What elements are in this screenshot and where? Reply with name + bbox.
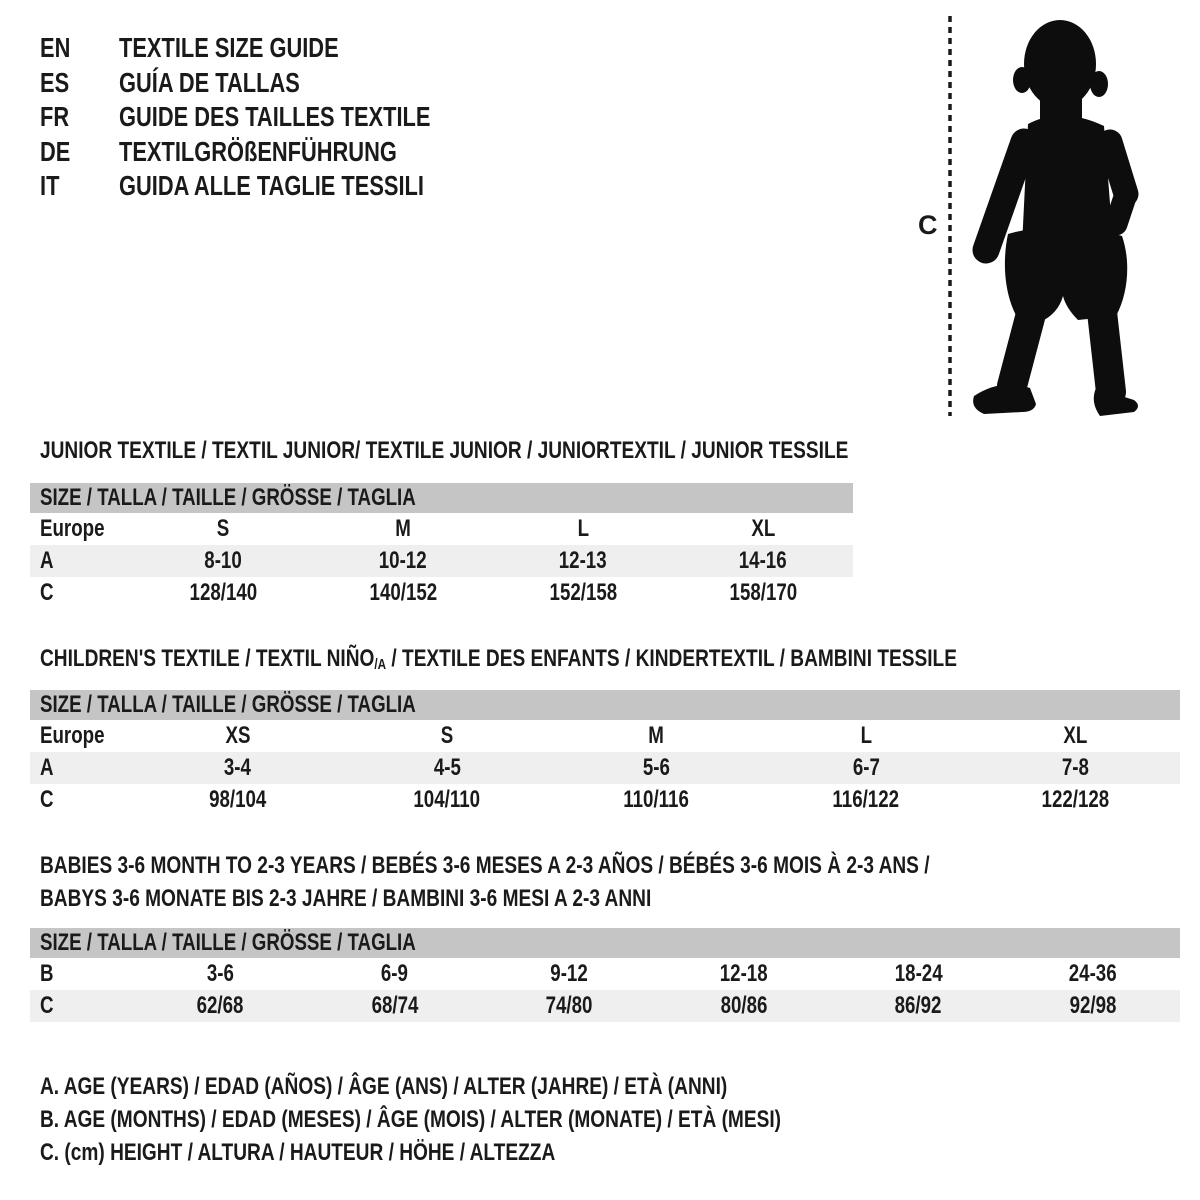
table-row-age: A 3-4 4-5 5-6 6-7 7-8 bbox=[30, 752, 1180, 784]
legend-line-b: B. AGE (MONTHS) / EDAD (MESES) / ÂGE (MO… bbox=[40, 1106, 782, 1133]
size-header-band: SIZE / TALLA / TAILLE / GRÖSSE / TAGLIA bbox=[30, 483, 853, 513]
value-cell: 122/128 bbox=[1041, 786, 1110, 813]
height-measure-label: C bbox=[918, 210, 938, 240]
value-cell: 68/74 bbox=[371, 992, 419, 1019]
value-cell: 62/68 bbox=[196, 992, 244, 1019]
value-cell: 8-10 bbox=[204, 547, 242, 574]
size-cell: M bbox=[648, 722, 665, 749]
value-cell: 92/98 bbox=[1069, 992, 1117, 1019]
value-cell: 10-12 bbox=[379, 547, 427, 574]
table-row-height: C 98/104 104/110 110/116 116/122 122/128 bbox=[30, 784, 1180, 816]
row-label: B bbox=[40, 960, 54, 987]
value-cell: 12-13 bbox=[559, 547, 607, 574]
row-label: A bbox=[40, 547, 54, 574]
row-label: C bbox=[40, 992, 54, 1019]
junior-section-title: JUNIOR TEXTILE / TEXTIL JUNIOR/ TEXTILE … bbox=[40, 437, 849, 464]
value-cell: 80/86 bbox=[720, 992, 768, 1019]
language-guide-title: GUÍA DE TALLAS bbox=[119, 66, 300, 98]
value-cell: 3-6 bbox=[206, 960, 234, 987]
table-row-europe: Europe XS S M L XL bbox=[30, 720, 1180, 752]
table-row-age: A 8-10 10-12 12-13 14-16 bbox=[30, 545, 853, 577]
baby-silhouette-icon bbox=[948, 16, 1139, 416]
children-section-title: CHILDREN'S TEXTILE / TEXTIL NIÑO/A / TEX… bbox=[40, 645, 957, 673]
value-cell: 98/104 bbox=[209, 786, 267, 813]
size-cell: S bbox=[216, 515, 230, 542]
height-measure-figure: C bbox=[912, 10, 1178, 424]
language-code: ES bbox=[40, 66, 70, 98]
row-label: C bbox=[40, 579, 54, 606]
value-cell: 104/110 bbox=[413, 786, 481, 813]
row-label: Europe bbox=[40, 722, 105, 749]
value-cell: 6-7 bbox=[852, 754, 880, 781]
row-label: Europe bbox=[40, 515, 105, 542]
size-header-band: SIZE / TALLA / TAILLE / GRÖSSE / TAGLIA bbox=[30, 690, 1180, 720]
language-row-it: IT GUIDA ALLE TAGLIE TESSILI bbox=[40, 169, 518, 204]
size-cell: XL bbox=[751, 515, 775, 542]
junior-size-table: SIZE / TALLA / TAILLE / GRÖSSE / TAGLIA … bbox=[30, 483, 853, 609]
size-cell: M bbox=[395, 515, 411, 542]
value-cell: 128/140 bbox=[189, 579, 257, 606]
value-cell: 24-36 bbox=[1068, 960, 1117, 987]
value-cell: 74/80 bbox=[545, 992, 593, 1019]
language-row-es: ES GUÍA DE TALLAS bbox=[40, 66, 518, 101]
babies-size-table: SIZE / TALLA / TAILLE / GRÖSSE / TAGLIA … bbox=[30, 928, 1180, 1022]
value-cell: 140/152 bbox=[369, 579, 437, 606]
size-cell: L bbox=[860, 722, 872, 749]
table-row-height: C 62/68 68/74 74/80 80/86 86/92 92/98 bbox=[30, 990, 1180, 1022]
language-guide-title: TEXTILGRÖßENFÜHRUNG bbox=[119, 135, 397, 167]
language-code: EN bbox=[40, 32, 71, 63]
value-cell: 5-6 bbox=[642, 754, 671, 781]
language-guide-title: TEXTILE SIZE GUIDE bbox=[119, 32, 339, 63]
value-cell: 158/170 bbox=[729, 579, 797, 606]
size-cell: XL bbox=[1063, 722, 1088, 749]
value-cell: 6-9 bbox=[381, 960, 409, 987]
value-cell: 4-5 bbox=[433, 754, 461, 781]
babies-section-title: BABIES 3-6 MONTH TO 2-3 YEARS / BEBÉS 3-… bbox=[40, 852, 930, 912]
language-code: DE bbox=[40, 135, 71, 167]
size-cell: S bbox=[440, 722, 454, 749]
value-cell: 110/116 bbox=[623, 786, 690, 813]
value-cell: 86/92 bbox=[894, 992, 942, 1019]
language-row-fr: FR GUIDE DES TAILLES TEXTILE bbox=[40, 100, 518, 135]
language-code: FR bbox=[40, 101, 70, 132]
legend-line-a: A. AGE (YEARS) / EDAD (AÑOS) / ÂGE (ANS)… bbox=[40, 1073, 728, 1100]
table-row-months: B 3-6 6-9 9-12 12-18 18-24 24-36 bbox=[30, 958, 1180, 990]
baby-silhouette-shape bbox=[972, 20, 1139, 416]
language-guide-title: GUIDA ALLE TAGLIE TESSILI bbox=[119, 170, 424, 201]
legend-line-c: C. (cm) HEIGHT / ALTURA / HAUTEUR / HÖHE… bbox=[40, 1139, 556, 1166]
language-row-de: DE TEXTILGRÖßENFÜHRUNG bbox=[40, 135, 518, 170]
language-title-list: EN TEXTILE SIZE GUIDE ES GUÍA DE TALLAS … bbox=[40, 31, 518, 204]
table-row-height: C 128/140 140/152 152/158 158/170 bbox=[30, 577, 853, 609]
language-guide-title: GUIDE DES TAILLES TEXTILE bbox=[119, 101, 431, 132]
size-cell: XS bbox=[225, 722, 251, 749]
value-cell: 18-24 bbox=[894, 960, 943, 987]
table-row-europe: Europe S M L XL bbox=[30, 513, 853, 545]
row-label: A bbox=[40, 754, 54, 781]
value-cell: 14-16 bbox=[739, 547, 787, 574]
value-cell: 3-4 bbox=[224, 754, 252, 781]
size-cell: L bbox=[577, 515, 589, 542]
value-cell: 152/158 bbox=[549, 579, 617, 606]
value-cell: 116/122 bbox=[832, 786, 900, 813]
row-label: C bbox=[40, 786, 54, 813]
value-cell: 9-12 bbox=[550, 960, 588, 987]
children-size-table: SIZE / TALLA / TAILLE / GRÖSSE / TAGLIA … bbox=[30, 690, 1180, 816]
value-cell: 7-8 bbox=[1061, 754, 1089, 781]
value-cell: 12-18 bbox=[719, 960, 768, 987]
nino-a-subscript: /A bbox=[374, 656, 387, 673]
measure-legend: A. AGE (YEARS) / EDAD (AÑOS) / ÂGE (ANS)… bbox=[40, 1070, 990, 1169]
size-header-band: SIZE / TALLA / TAILLE / GRÖSSE / TAGLIA bbox=[30, 928, 1180, 958]
language-row-en: EN TEXTILE SIZE GUIDE bbox=[40, 31, 518, 66]
language-code: IT bbox=[40, 170, 60, 201]
